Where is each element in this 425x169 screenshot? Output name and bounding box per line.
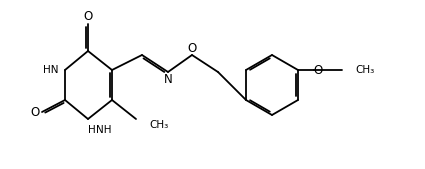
Text: HN: HN — [43, 65, 59, 75]
Text: O: O — [313, 64, 323, 77]
Text: N: N — [164, 73, 173, 86]
Text: CH₃: CH₃ — [149, 120, 168, 130]
Text: CH₃: CH₃ — [355, 65, 374, 75]
Text: O: O — [187, 42, 197, 54]
Text: H: H — [88, 125, 96, 135]
Text: O: O — [30, 105, 40, 118]
Text: O: O — [83, 10, 93, 23]
Text: NH: NH — [96, 125, 111, 135]
